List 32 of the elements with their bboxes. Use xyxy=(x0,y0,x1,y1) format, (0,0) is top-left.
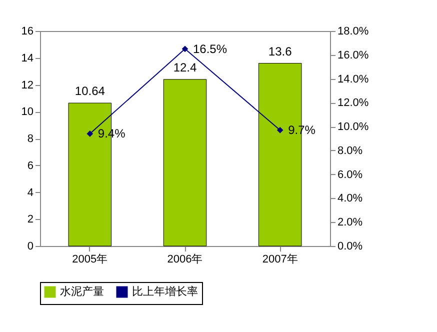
y-tick-label: 0 xyxy=(27,240,34,252)
y2-tick-label: 16.0% xyxy=(338,49,369,62)
legend-label: 水泥产量 xyxy=(60,285,104,298)
y-tick-label: 2 xyxy=(27,214,34,226)
data-label: 12.4 xyxy=(173,60,197,74)
data-label: 13.6 xyxy=(268,44,292,58)
y2-tick-label: 14.0% xyxy=(338,73,369,86)
x-tick-label: 2007年 xyxy=(262,254,298,266)
y2-tick-label: 0.0% xyxy=(338,240,363,252)
y-tick-label: 16 xyxy=(21,26,34,38)
y2-tick-label: 10.0% xyxy=(338,121,369,134)
y-tick-label: 8 xyxy=(27,133,34,145)
y-tick-label: 10 xyxy=(21,106,34,118)
data-label: 16.5% xyxy=(193,42,228,56)
y-tick-label: 4 xyxy=(27,186,34,199)
x-tick-label: 2006年 xyxy=(167,254,203,266)
y2-tick-label: 8.0% xyxy=(338,144,363,157)
y2-tick-label: 12.0% xyxy=(338,97,369,110)
x-tick-label: 2005年 xyxy=(72,254,108,266)
y2-tick-label: 6.0% xyxy=(338,168,363,181)
bar xyxy=(163,79,207,246)
y2-tick-label: 2.0% xyxy=(338,216,363,229)
y-tick-label: 6 xyxy=(27,160,34,172)
y-tick-label: 14 xyxy=(21,52,34,64)
point xyxy=(86,130,94,137)
y-tick-label: 12 xyxy=(21,79,34,92)
y2-tick-label: 4.0% xyxy=(338,192,363,205)
point xyxy=(276,126,284,134)
y2-tick-label: 18.0% xyxy=(338,26,369,38)
data-label: 10.64 xyxy=(74,84,106,98)
point xyxy=(182,46,188,52)
legend-label: 比上年增长率 xyxy=(132,285,198,298)
